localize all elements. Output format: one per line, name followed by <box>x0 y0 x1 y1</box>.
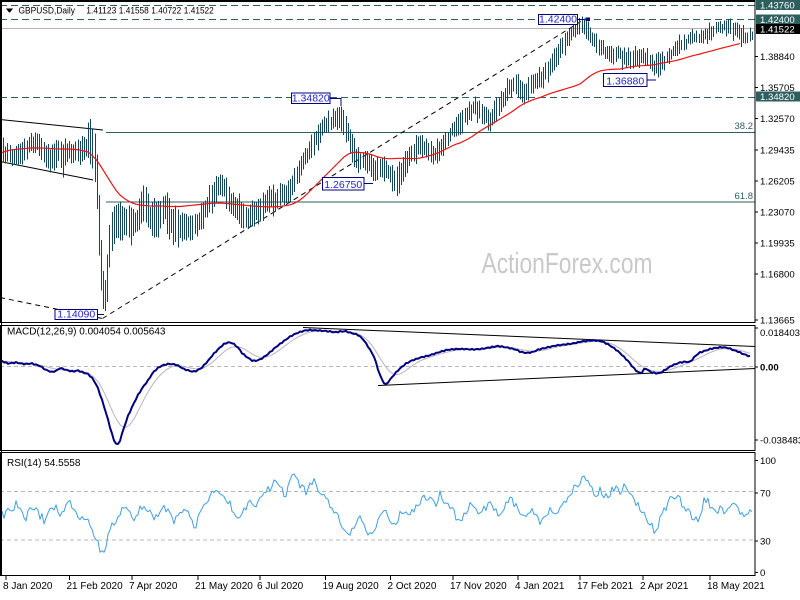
svg-text:17 Feb 2021: 17 Feb 2021 <box>577 581 634 592</box>
svg-text:1.23070: 1.23070 <box>760 208 795 219</box>
svg-text:100: 100 <box>760 456 776 467</box>
svg-text:1.43760: 1.43760 <box>760 1 795 12</box>
svg-text:19 Aug 2020: 19 Aug 2020 <box>323 581 380 592</box>
svg-text:1.19935: 1.19935 <box>760 239 795 250</box>
svg-text:0.018403: 0.018403 <box>760 328 800 339</box>
svg-text:0.00: 0.00 <box>760 363 779 374</box>
svg-text:RSI(14) 54.5558: RSI(14) 54.5558 <box>7 458 81 469</box>
svg-text:0: 0 <box>760 568 765 579</box>
svg-text:1.41522: 1.41522 <box>184 6 214 16</box>
svg-text:4 Jan 2021: 4 Jan 2021 <box>515 581 565 592</box>
svg-text:1.41522: 1.41522 <box>760 25 795 36</box>
svg-text:61.8: 61.8 <box>735 191 754 202</box>
svg-text:21 Feb 2020: 21 Feb 2020 <box>67 581 124 592</box>
svg-text:1.32570: 1.32570 <box>760 114 795 125</box>
svg-text:1.34820: 1.34820 <box>760 92 795 103</box>
svg-text:1.36880: 1.36880 <box>606 75 644 87</box>
svg-text:1.35705: 1.35705 <box>760 83 795 94</box>
svg-text:7 Apr 2020: 7 Apr 2020 <box>129 581 178 592</box>
svg-text:6 Jul 2020: 6 Jul 2020 <box>257 581 304 592</box>
svg-text:18 May 2021: 18 May 2021 <box>707 581 765 592</box>
svg-text:1.38840: 1.38840 <box>760 52 795 63</box>
svg-text:38.2: 38.2 <box>735 121 754 132</box>
svg-text:1.42400: 1.42400 <box>760 15 795 26</box>
svg-text:GBPUSD,Daily: GBPUSD,Daily <box>19 6 76 16</box>
svg-text:1.16800: 1.16800 <box>760 270 795 281</box>
svg-text:70: 70 <box>760 489 771 500</box>
svg-text:ActionForex.com: ActionForex.com <box>482 248 653 280</box>
svg-text:1.41558: 1.41558 <box>119 6 149 16</box>
svg-text:2 Oct 2020: 2 Oct 2020 <box>388 581 437 592</box>
svg-text:17 Nov 2020: 17 Nov 2020 <box>450 581 507 592</box>
svg-text:1.13665: 1.13665 <box>760 316 795 327</box>
svg-text:1.34820: 1.34820 <box>292 92 330 104</box>
svg-text:8 Jan 2020: 8 Jan 2020 <box>3 581 53 592</box>
svg-text:21 May 2020: 21 May 2020 <box>195 581 253 592</box>
svg-text:1.26205: 1.26205 <box>760 176 795 187</box>
svg-text:1.14090: 1.14090 <box>57 308 95 320</box>
svg-text:1.29435: 1.29435 <box>760 145 795 156</box>
svg-text:-0.038483: -0.038483 <box>760 436 800 447</box>
svg-text:1.42400: 1.42400 <box>539 13 577 25</box>
svg-text:MACD(12,26,9) 0.004054 0.00564: MACD(12,26,9) 0.004054 0.005643 <box>7 327 166 338</box>
svg-text:1.26750: 1.26750 <box>324 179 362 191</box>
svg-text:30: 30 <box>760 537 771 548</box>
svg-text:1.41123: 1.41123 <box>86 6 116 16</box>
svg-text:2 Apr 2021: 2 Apr 2021 <box>640 581 689 592</box>
svg-text:1.40722: 1.40722 <box>151 6 181 16</box>
